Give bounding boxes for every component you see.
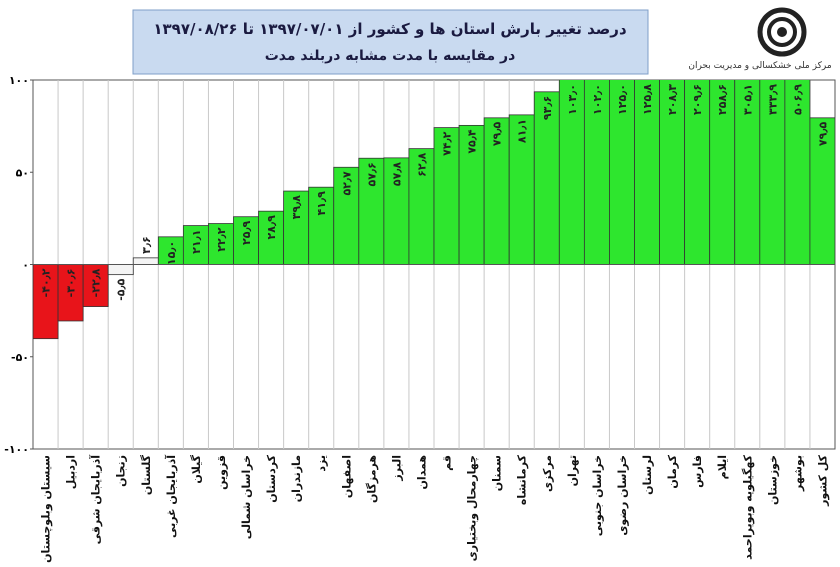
- x-tick-label: بوشهر: [791, 455, 804, 492]
- source: مرکز ملی خشکسالی و مدیریت بحران: [688, 61, 831, 71]
- x-tick-label: چهارمحال وبختیاری: [466, 455, 479, 561]
- value-label: ۱۰۲٫۰: [591, 84, 604, 115]
- value-label: ۲۵٫۹: [240, 220, 253, 245]
- value-label: ۱۵٫۰: [165, 241, 178, 265]
- value-label: ۲۵۸٫۶: [716, 84, 729, 115]
- x-tick-label: خوزستان: [766, 455, 779, 505]
- bar: [182, 225, 209, 265]
- x-tick-label: سیستان وبلوچستان: [40, 455, 53, 563]
- bar: [33, 264, 59, 340]
- value-label: -۴۰٫۲: [40, 268, 53, 297]
- value-label: ۲۲٫۲: [215, 227, 228, 252]
- x-tick-label: هرمزگان: [365, 455, 378, 503]
- bar: [57, 264, 84, 322]
- bar: [283, 190, 310, 265]
- x-tick-label: سمنان: [491, 455, 504, 491]
- y-tick-label: ۱۰۰: [9, 74, 29, 87]
- bar: [634, 80, 660, 265]
- value-label: -۵٫۵: [115, 278, 128, 300]
- value-label: ۳۹٫۸: [290, 195, 303, 220]
- x-tick-label: کهگیلویه وبویراحمد: [741, 454, 754, 559]
- x-tick-label: خراسان رضوی: [616, 455, 629, 536]
- bar: [508, 114, 535, 265]
- bar: [132, 257, 159, 265]
- value-label: ۶۲٫۸: [415, 152, 428, 177]
- x-tick-label: کردستان: [265, 454, 278, 502]
- x-tick-label: مرکزی: [541, 455, 554, 492]
- value-label: ۲۱٫۱: [190, 230, 203, 254]
- value-label: ۴۱٫۹: [315, 191, 328, 216]
- value-label: -۲۲٫۸: [90, 268, 103, 297]
- value-label: ۱۰۳٫۰: [566, 84, 579, 115]
- value-label: ۲۸٫۹: [265, 215, 278, 240]
- x-tick-label: همدان: [415, 455, 428, 490]
- bar: [308, 186, 335, 265]
- y-tick-label: ۰: [22, 259, 29, 272]
- title-box: [132, 9, 649, 75]
- bar: [208, 223, 234, 265]
- x-tick-label: کل کشور: [816, 454, 829, 506]
- value-label: ۳۳۳٫۹: [766, 84, 779, 115]
- x-tick-label: لرستان: [641, 455, 654, 495]
- x-tick-label: قزوین: [215, 455, 228, 490]
- y-tick-label: ۵۰: [16, 166, 29, 179]
- x-tick-label: زنجان: [115, 455, 128, 487]
- y-tick-label: -۵۰: [11, 351, 29, 364]
- chart-title: درصد تغییر بارش استان ها و کشور از ۱۳۹۷/…: [153, 20, 627, 38]
- y-tick-label: -۱۰۰: [4, 443, 29, 456]
- value-label: ۵۲٫۷: [340, 171, 353, 196]
- value-label: ۸۱٫۱: [516, 119, 529, 143]
- x-tick-label: گیلان: [190, 454, 203, 483]
- x-tick-label: قم: [441, 455, 454, 471]
- bar: [809, 117, 835, 265]
- bars: [33, 80, 835, 340]
- bar: [483, 117, 510, 265]
- chart-subtitle: در مقایسه با مدت مشابه دربلند مدت: [265, 48, 516, 64]
- x-tick-label: آذربایجان شرقی: [89, 455, 103, 545]
- value-label: -۳۰٫۶: [65, 269, 78, 298]
- x-tick-label: البرز: [390, 455, 403, 482]
- bar: [233, 216, 259, 265]
- value-label: ۱۲۵٫۸: [641, 84, 654, 115]
- x-tick-label: گلستان: [140, 454, 153, 495]
- x-tick-label: یزد: [315, 455, 328, 472]
- value-label: ۷۵٫۴: [466, 129, 479, 154]
- value-label: ۵۷٫۸: [390, 162, 403, 187]
- value-label: ۷۹٫۵: [816, 122, 829, 147]
- x-tick-label: آذربایجان غربی: [164, 455, 178, 538]
- bar: [759, 80, 786, 265]
- logo: [757, 7, 807, 57]
- bar: [383, 157, 410, 265]
- bar: [157, 236, 184, 265]
- value-label: ۱۲۵٫۰: [616, 84, 629, 115]
- bar: [358, 157, 385, 265]
- x-tick-label: تهران: [566, 455, 579, 486]
- x-tick-label: فارس: [691, 455, 704, 488]
- x-tick-label: خراسان شمالی: [240, 455, 253, 539]
- value-label: ۲۰۹٫۶: [691, 84, 704, 115]
- bar: [533, 91, 560, 265]
- bar: [107, 264, 134, 276]
- x-tick-label: ایلام: [716, 455, 729, 479]
- x-tick-label: کرمان: [666, 454, 679, 488]
- x-tick-label: کرمانشاه: [516, 454, 529, 505]
- value-label: ۵۰۶٫۹: [791, 84, 804, 115]
- bar: [333, 166, 360, 265]
- x-tick-label: اصفهان: [340, 455, 353, 498]
- value-label: ۹۳٫۶: [541, 96, 554, 120]
- value-label: ۷۹٫۵: [491, 122, 504, 147]
- value-label: ۳٫۶: [140, 236, 153, 254]
- x-tick-label: مازندران: [290, 455, 303, 502]
- value-label: ۷۴٫۲: [441, 131, 454, 156]
- x-tick-label: خراسان جنوبی: [591, 455, 604, 536]
- value-label: ۲۰۸٫۳: [666, 84, 679, 115]
- x-tick-label: اردبیل: [65, 455, 78, 489]
- value-label: ۳۰۵٫۱: [741, 84, 754, 115]
- value-label: ۵۷٫۶: [365, 162, 378, 186]
- bar: [408, 148, 435, 265]
- bar: [609, 80, 635, 265]
